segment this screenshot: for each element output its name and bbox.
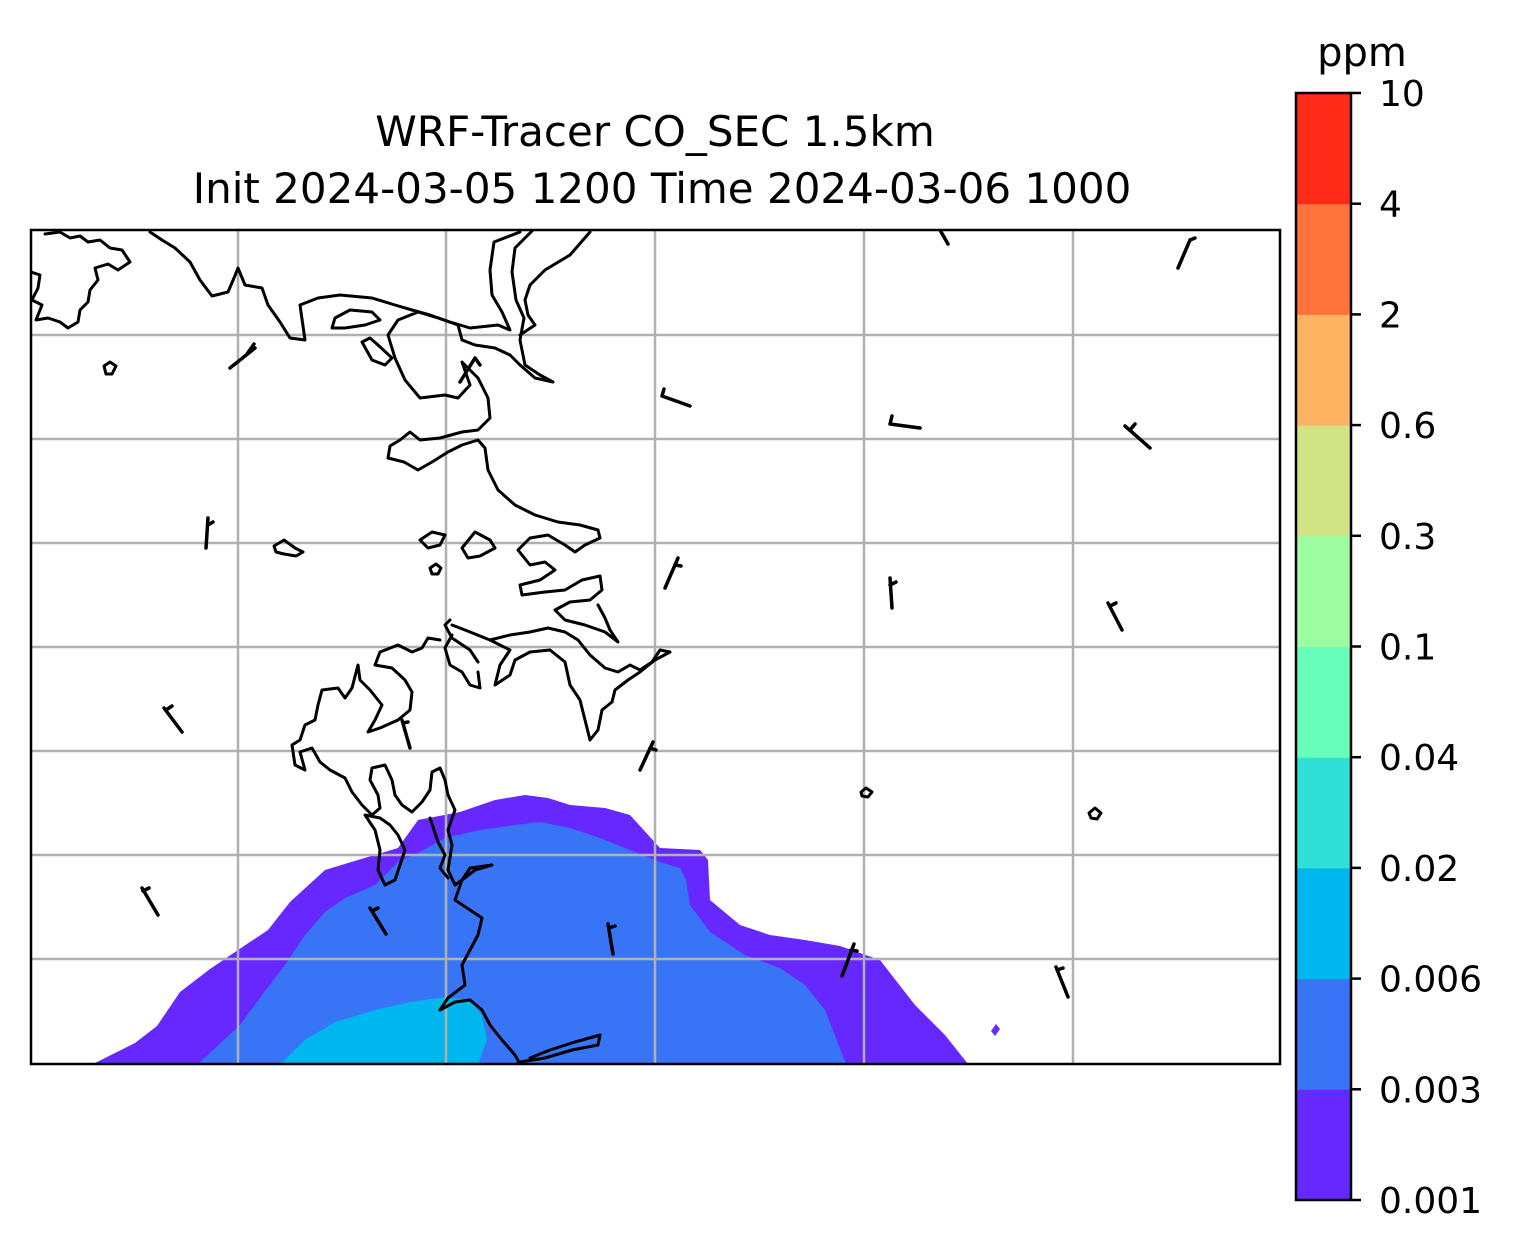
wind-barb [1054, 965, 1070, 999]
colorbar-band [1296, 978, 1351, 1090]
contour-0.001-islet [991, 1024, 1000, 1036]
wind-barb [162, 704, 184, 734]
colorbar-bands [1296, 93, 1351, 1201]
colorbar: ppm 0.001 0.003 0.006 0.02 0.04 0.1 0.3 0.6 2 4 10 [1294, 30, 1482, 1222]
colorbar-tick-label: 0.006 [1379, 960, 1482, 1001]
wind-barb [1106, 601, 1124, 632]
coastline-island-4 [859, 786, 874, 799]
colorbar-units-label: ppm [1317, 30, 1407, 76]
wind-barb [140, 886, 160, 917]
wind-barb [840, 942, 859, 978]
wind-barb [660, 387, 692, 408]
title-line-1: WRF-Tracer CO_SEC 1.5km [375, 107, 935, 156]
wind-barb [368, 906, 388, 936]
colorbar-tick-label: 0.1 [1379, 628, 1436, 669]
colorbar-tick-label: 0.04 [1379, 738, 1459, 779]
coastline-island-5 [1087, 806, 1103, 821]
title-line-2: Init 2024-03-05 1200 Time 2024-03-06 100… [193, 164, 1132, 213]
colorbar-tick-label: 2 [1379, 295, 1402, 336]
colorbar-tick-label: 0.3 [1379, 517, 1436, 558]
coastlines [31, 230, 1103, 1064]
wind-barb [638, 740, 658, 772]
colorbar-band [1296, 535, 1351, 647]
coastline-island-2 [272, 538, 305, 558]
wind-barb [400, 718, 412, 750]
colorbar-tick-label: 0.6 [1379, 406, 1436, 447]
colorbar-ticks: 0.001 0.003 0.006 0.02 0.04 0.1 0.3 0.6 2 4 10 [1351, 74, 1482, 1222]
wind-barb [1176, 236, 1197, 270]
wind-barbs [140, 230, 1197, 999]
colorbar-band [1296, 425, 1351, 537]
coastline-inlet-5 [363, 813, 407, 887]
map-frame [29, 228, 1282, 1066]
coastline-island-1 [102, 360, 118, 376]
wind-barb [606, 922, 617, 956]
colorbar-tick-label: 10 [1379, 74, 1425, 115]
wind-barb [888, 576, 898, 610]
wind-barb [888, 414, 922, 430]
coastline-inlet-2 [330, 308, 382, 330]
map-panel [31, 230, 1280, 1064]
wind-barb [1123, 422, 1152, 450]
colorbar-band [1296, 203, 1351, 315]
wind-barb [204, 516, 215, 550]
colorbar-band [1296, 646, 1351, 758]
colorbar-tick-label: 0.02 [1379, 849, 1459, 890]
coastline-inlet-3 [418, 530, 447, 550]
wind-barb [938, 230, 950, 246]
colorbar-band [1296, 93, 1351, 205]
coastline-island-3 [428, 562, 443, 576]
colorbar-band [1296, 867, 1351, 980]
contour-0.006 [280, 997, 487, 1064]
gridlines [31, 230, 1280, 1064]
contour-0.003 [198, 822, 846, 1064]
wind-barb [663, 556, 683, 590]
colorbar-band [1296, 1089, 1351, 1201]
coastline-inlet-1 [360, 336, 394, 367]
coastline-inlet-4 [460, 530, 497, 560]
coastline-main [31, 230, 672, 1064]
wind-barb [458, 356, 482, 384]
colorbar-tick-label: 0.003 [1379, 1070, 1482, 1111]
colorbar-tick-label: 0.001 [1379, 1181, 1482, 1222]
colorbar-band [1296, 757, 1351, 869]
colorbar-tick-label: 4 [1379, 185, 1402, 226]
colorbar-band [1296, 314, 1351, 426]
wind-barb [228, 342, 257, 370]
